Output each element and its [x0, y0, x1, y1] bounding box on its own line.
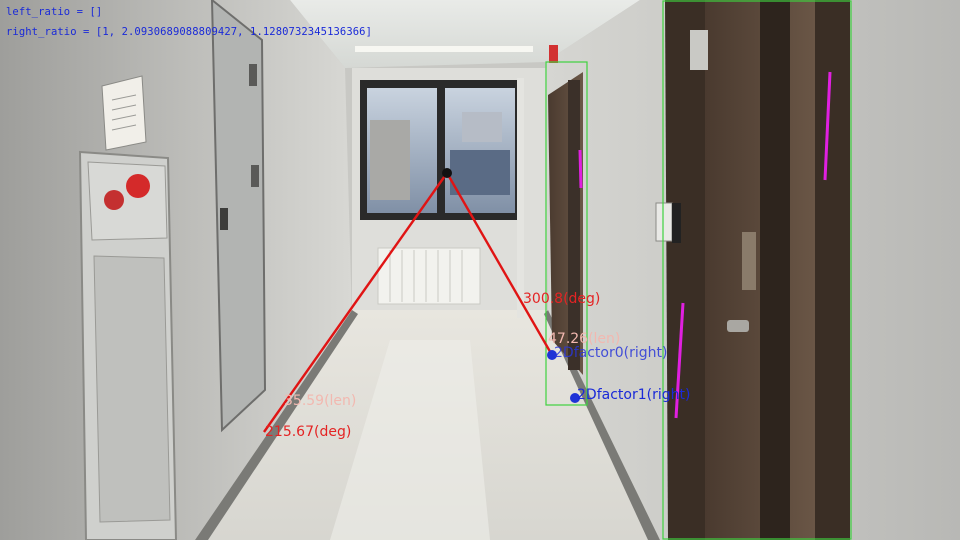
alarm-bell-icon: [126, 174, 150, 198]
card-reader: [655, 202, 681, 243]
right-vector-line: [445, 172, 554, 356]
overlay-labels: 35.59(len) 215.67(deg) 300.8(deg) 47.26(…: [265, 291, 690, 440]
edge-marks: [578, 71, 832, 419]
wall-notice-board: [101, 75, 147, 151]
vanishing-vectors: [263, 168, 580, 433]
vanishing-point: [442, 168, 452, 178]
right-near-door: [665, 0, 850, 540]
left-angle-label: 215.67(deg): [265, 424, 351, 440]
door-box-far-right: [545, 61, 588, 406]
left-vector-line: [263, 172, 448, 433]
wall-pipe: [517, 78, 524, 318]
exit-sign: [549, 45, 558, 63]
right-length-label: 47.26(len): [548, 331, 620, 347]
left-length-label: 35.59(len): [284, 393, 356, 409]
door-handle: [727, 320, 749, 332]
factor0-point: [547, 350, 557, 360]
edge-mark: [823, 71, 832, 181]
left-metal-door: [210, 0, 267, 433]
ceiling-light: [355, 46, 533, 52]
detection-overlay: [545, 0, 852, 540]
right-ratio-text: right_ratio = [1, 2.0930689088809427, 1.…: [6, 26, 373, 38]
dfactor1-label: 2Dfactor1(right): [577, 387, 690, 403]
end-window: [360, 80, 520, 220]
dfactor0-label: 2Dfactor0(right): [554, 345, 667, 361]
right-angle-label: 300.8(deg): [523, 291, 600, 307]
door-box-near-right: [662, 0, 852, 540]
radiator: [377, 247, 481, 305]
left-ratio-text: left_ratio = []: [6, 6, 103, 18]
factor1-point: [570, 393, 580, 403]
fire-hydrant-cabinet: [78, 150, 178, 540]
right-far-door: [548, 72, 583, 375]
edge-mark: [578, 149, 583, 189]
edge-mark: [674, 302, 685, 419]
